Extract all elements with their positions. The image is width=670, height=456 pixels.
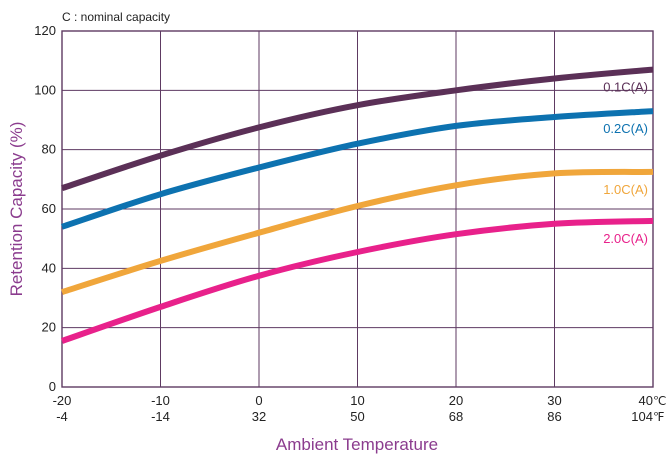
y-tick-labels: 0 20 40 60 80 100 120 [34, 23, 56, 394]
celsius-unit: ℃ [653, 394, 666, 408]
series-label-2: 0.2C(A) [603, 121, 648, 136]
x-tick-label-celsius: -10 [151, 393, 170, 408]
y-tick-label: 80 [42, 142, 56, 157]
nominal-capacity-note: C : nominal capacity [62, 10, 170, 24]
x-tick-label-fahrenheit: -14 [151, 409, 170, 424]
x-tick-label-celsius: -20 [53, 393, 72, 408]
series-label-3: 1.0C(A) [603, 182, 648, 197]
y-tick-label: 120 [34, 23, 56, 38]
fahrenheit-unit: ℉ [653, 410, 664, 424]
x-axis-title: Ambient Temperature [276, 435, 438, 454]
x-tick-label-fahrenheit: 32 [252, 409, 266, 424]
series-line-3 [61, 168, 654, 295]
y-tick-label: 100 [34, 82, 56, 97]
x-tick-label-fahrenheit: -4 [56, 409, 68, 424]
x-tick-label-celsius: 40 [639, 393, 653, 408]
series-line-2 [61, 108, 654, 230]
y-tick-label: 0 [49, 379, 56, 394]
series-label-1: 0.1C(A) [603, 80, 648, 95]
series-labels: 0.1C(A) 0.2C(A) 1.0C(A) 2.0C(A) [603, 80, 648, 246]
series-label-4: 2.0C(A) [603, 231, 648, 246]
y-tick-label: 40 [42, 260, 56, 275]
x-tick-label-fahrenheit: 86 [547, 409, 561, 424]
x-tick-label-celsius: 30 [547, 393, 561, 408]
x-tick-label-fahrenheit: 50 [350, 409, 364, 424]
x-tick-label-fahrenheit: 104 [631, 409, 653, 424]
grid-lines [62, 31, 653, 387]
x-tick-label-celsius: 20 [449, 393, 463, 408]
series-line-1 [61, 66, 654, 192]
y-tick-label: 20 [42, 320, 56, 335]
series-lines [61, 66, 654, 344]
y-tick-label: 60 [42, 201, 56, 216]
y-axis-title: Retention Capacity (%) [7, 122, 26, 297]
series-line-4 [61, 217, 654, 344]
x-tick-label-celsius: 0 [255, 393, 262, 408]
x-tick-label-celsius: 10 [350, 393, 364, 408]
x-tick-label-fahrenheit: 68 [449, 409, 463, 424]
